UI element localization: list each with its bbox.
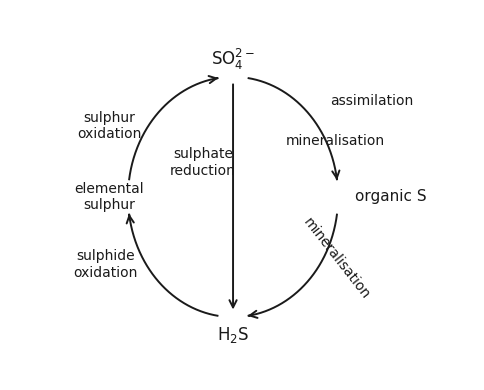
Text: elemental
sulphur: elemental sulphur	[75, 182, 144, 212]
Text: sulphide
oxidation: sulphide oxidation	[73, 250, 138, 280]
Text: sulphate
reduction: sulphate reduction	[170, 147, 236, 177]
Text: mineralisation: mineralisation	[286, 135, 385, 148]
Text: H$_2$S: H$_2$S	[217, 324, 249, 345]
Text: organic S: organic S	[355, 190, 426, 204]
Text: sulphur
oxidation: sulphur oxidation	[77, 111, 141, 142]
Text: SO$_4^{2-}$: SO$_4^{2-}$	[211, 47, 255, 72]
Text: assimilation: assimilation	[331, 94, 414, 108]
Text: mineralisation: mineralisation	[300, 215, 372, 302]
